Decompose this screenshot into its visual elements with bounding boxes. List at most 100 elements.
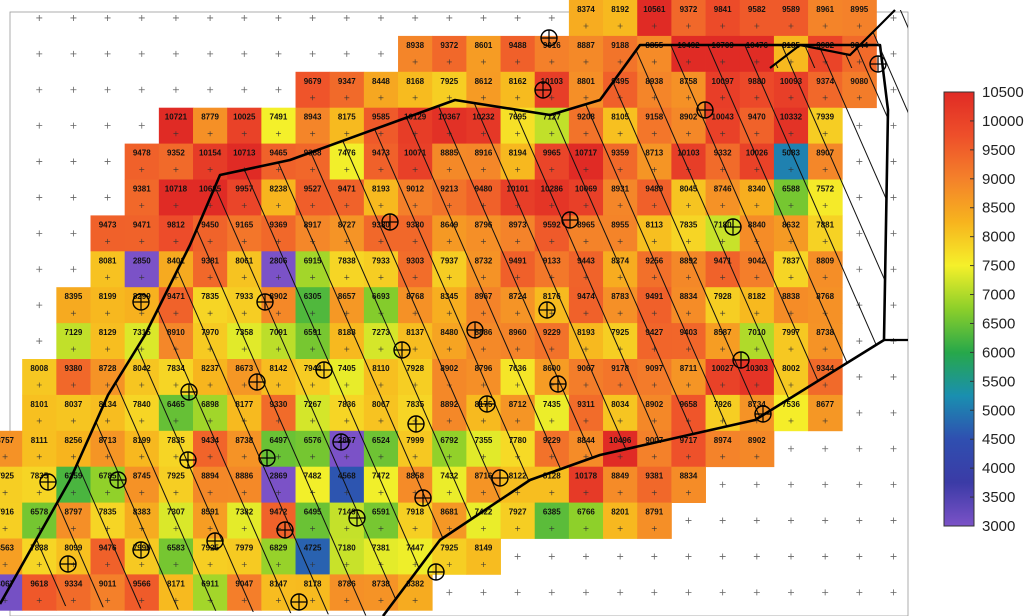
- cell-center-marker: [378, 526, 384, 532]
- well-marker: [478, 395, 496, 413]
- cell-center-marker: [2, 454, 8, 460]
- cell-value-label: 9381: [133, 185, 151, 194]
- cell-value-label: 8974: [714, 436, 732, 445]
- empty-grid-marker: [856, 338, 863, 345]
- cell-fill: [227, 107, 262, 144]
- cell-value-label: 8673: [235, 364, 253, 373]
- cell-fill: [808, 0, 843, 37]
- cell-value-label: 6385: [543, 508, 561, 517]
- cell-center-marker: [139, 167, 145, 173]
- cell-fill: [534, 35, 570, 73]
- cell-fill: [705, 179, 741, 216]
- well-marker: [732, 351, 750, 369]
- cell-center-marker: [275, 131, 281, 137]
- cell-center-marker: [207, 310, 213, 316]
- cell-value-label: 8834: [680, 292, 698, 301]
- cell-center-marker: [720, 203, 726, 208]
- well-cross: [755, 406, 771, 422]
- cell-center-marker: [446, 59, 452, 65]
- heatmap-cell: 8401: [158, 251, 194, 288]
- empty-grid-marker: [104, 122, 111, 129]
- colorbar-tick-label: 8000: [982, 229, 1015, 246]
- cell-fill: [739, 287, 775, 324]
- cell-value-label: 8960: [509, 328, 527, 337]
- cell-center-marker: [344, 382, 350, 388]
- cell-fill: [363, 143, 399, 180]
- cell-fill: [568, 251, 604, 288]
- cell-fill: [124, 430, 160, 468]
- empty-grid-marker: [856, 409, 863, 416]
- cell-center-marker: [310, 274, 316, 280]
- cell-value-label: 9841: [714, 5, 732, 14]
- cell-value-label: 6524: [372, 436, 390, 445]
- heatmap-cell: 8886: [227, 466, 262, 503]
- cell-fill: [773, 251, 809, 288]
- well-marker: [381, 213, 399, 231]
- heatmap-cell: 9474: [568, 287, 604, 324]
- cell-fill: [534, 143, 570, 180]
- cell-fill: [56, 574, 91, 611]
- heatmap-cell: 8844: [568, 430, 604, 468]
- cell-value-label: 9471: [338, 185, 356, 194]
- cell-fill: [56, 394, 91, 432]
- cell-fill: [0, 466, 23, 503]
- cell-center-marker: [70, 454, 76, 460]
- cell-fill: [568, 71, 604, 109]
- heatmap-cell: 7937: [432, 251, 467, 288]
- cell-fill: [568, 323, 604, 360]
- cell-value-label: 8129: [99, 328, 117, 337]
- cell-value-label: 8745: [133, 472, 151, 481]
- heatmap-cell: 8834: [671, 287, 706, 324]
- cell-fill: [603, 143, 638, 180]
- cell-fill: [808, 107, 843, 144]
- cell-value-label: 7572: [816, 185, 834, 194]
- cell-value-label: 10178: [575, 472, 598, 481]
- cell-fill: [568, 359, 604, 396]
- heatmap-cell: 7780: [500, 430, 536, 468]
- heatmap-cell: 8809: [808, 251, 843, 288]
- cell-center-marker: [583, 167, 589, 173]
- cell-value-label: 8128: [543, 472, 561, 481]
- heatmap-cell: 9427: [637, 323, 672, 360]
- heatmap-cell: 8711: [671, 359, 706, 396]
- cell-center-marker: [446, 490, 452, 496]
- heatmap-cell: 9256: [637, 251, 672, 288]
- empty-grid-marker: [138, 14, 145, 21]
- heatmap-cell: 8855: [637, 35, 672, 73]
- cell-value-label: 6578: [30, 508, 48, 517]
- cell-value-label: 6465: [167, 400, 185, 409]
- cell-center-marker: [275, 310, 281, 316]
- heatmap-cell: 9592: [534, 215, 570, 252]
- cell-center-marker: [685, 203, 691, 208]
- cell-value-label: 8401: [167, 256, 185, 265]
- heatmap-cell: 8796: [466, 215, 501, 252]
- heatmap-cell: 8902: [637, 394, 672, 432]
- empty-grid-marker: [207, 86, 214, 93]
- heatmap-cell: 8113: [637, 215, 672, 252]
- cell-value-label: 2867: [338, 436, 356, 445]
- heatmap-cell: 8955: [603, 215, 638, 252]
- cell-value-label: 7835: [201, 292, 219, 301]
- heatmap-cell: 9589: [773, 0, 809, 37]
- heatmap-cell: 8177: [227, 394, 262, 432]
- empty-grid-marker: [787, 553, 794, 560]
- cell-center-marker: [480, 418, 486, 424]
- cell-fill: [739, 143, 775, 180]
- cell-value-label: 7180: [714, 220, 732, 229]
- cell-center-marker: [446, 310, 452, 316]
- cell-value-label: 7835: [167, 436, 185, 445]
- heatmap-cell: 8677: [808, 394, 843, 432]
- cell-center-marker: [549, 454, 555, 460]
- cell-fill: [295, 287, 331, 324]
- cell-center-marker: [583, 526, 589, 532]
- cell-center-marker: [515, 382, 521, 388]
- cell-value-label: 8902: [645, 400, 663, 409]
- cell-value-label: 7837: [782, 256, 800, 265]
- well-cross: [349, 510, 365, 526]
- cell-value-label: 8712: [509, 400, 527, 409]
- cell-value-label: 6591: [304, 328, 322, 337]
- heatmap-cell: 9841: [705, 0, 741, 37]
- cell-center-marker: [754, 203, 760, 208]
- cell-center-marker: [412, 95, 418, 101]
